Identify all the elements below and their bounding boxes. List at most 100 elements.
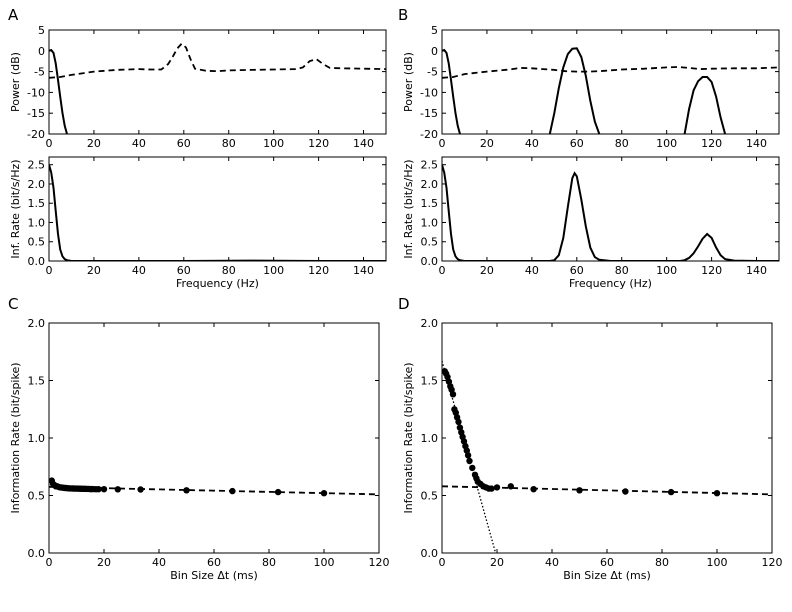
- y-tick-label: 0.5: [421, 490, 439, 503]
- x-axis-label: Bin Size Δt (ms): [563, 569, 651, 582]
- panel-b-inf-rate-chart: 0 20 40 60 80 100 120 140 0.0 0.5 1.0 1.5 2.0 2.5 Freq…: [402, 156, 780, 290]
- y-axis-label: Inf. Rate (bit/s/Hz): [9, 159, 22, 258]
- x-tick-label: 80: [655, 556, 669, 569]
- panel-letter-d: D: [398, 295, 410, 313]
- data-point: [469, 464, 476, 472]
- x-tick-label: 60: [207, 556, 221, 569]
- data-point: [183, 487, 190, 494]
- y-tick-label: 2.0: [421, 178, 439, 191]
- y-tick-label: 0.0: [28, 255, 46, 268]
- series-line-2: [49, 42, 386, 79]
- x-tick-label: 60: [177, 264, 191, 277]
- plot-frame: [441, 156, 780, 262]
- data-point: [507, 483, 514, 490]
- series-line-1: [442, 48, 461, 134]
- data-point: [95, 486, 102, 493]
- y-tick-label: 0.0: [421, 255, 439, 268]
- data-point: [622, 488, 629, 495]
- y-tick-label: 2.5: [28, 159, 46, 172]
- x-tick-label: 120: [701, 264, 722, 277]
- x-tick-label: 40: [132, 137, 146, 150]
- y-tick-label: -20: [27, 128, 45, 141]
- y-tick-label: 1.0: [421, 216, 439, 229]
- series-line-1: [442, 164, 779, 261]
- y-tick-label: -20: [420, 128, 438, 141]
- x-axis-label: Bin Size Δt (ms): [170, 569, 258, 582]
- y-tick-label: -5: [34, 66, 45, 79]
- series-line-1: [49, 164, 386, 261]
- panel-letter-a: A: [8, 6, 19, 24]
- x-tick-label: 20: [87, 264, 101, 277]
- data-point: [466, 457, 473, 465]
- x-tick-label: 120: [762, 556, 783, 569]
- y-tick-label: -10: [27, 86, 45, 99]
- data-point: [667, 488, 675, 496]
- x-tick-label: 80: [262, 556, 276, 569]
- y-tick-label: 1.0: [421, 432, 439, 445]
- x-tick-label: 60: [570, 264, 584, 277]
- x-tick-label: 120: [701, 137, 722, 150]
- y-tick-label: 1.0: [28, 432, 46, 445]
- series-line-1: [49, 48, 68, 134]
- data-point: [455, 418, 462, 426]
- y-tick-label: -10: [420, 86, 438, 99]
- y-tick-label: 1.5: [28, 197, 46, 210]
- panel-letter-b: B: [398, 6, 408, 24]
- x-tick-label: 100: [314, 556, 335, 569]
- panel-letter-c: C: [8, 295, 18, 313]
- x-tick-label: 40: [132, 264, 146, 277]
- data-point: [464, 452, 472, 459]
- panel-a-power-chart: 0 20 40 60 80 100 120 140 -20 -15 -10 -5 0 5 Power (dB…: [9, 24, 387, 150]
- y-tick-label: 2.0: [421, 317, 439, 330]
- data-point: [114, 486, 122, 493]
- x-tick-label: 120: [308, 264, 329, 277]
- y-tick-label: 0.5: [28, 490, 46, 503]
- y-tick-label: 5: [38, 24, 45, 37]
- x-tick-label: 60: [600, 556, 614, 569]
- x-tick-label: 140: [353, 137, 374, 150]
- plot-frame: [48, 29, 387, 135]
- x-tick-label: 20: [480, 137, 494, 150]
- x-tick-label: 0: [439, 264, 446, 277]
- data-point: [449, 391, 457, 398]
- y-tick-label: -15: [27, 107, 45, 120]
- y-tick-label: 0.0: [421, 547, 439, 560]
- x-tick-label: 120: [308, 137, 329, 150]
- y-tick-label: 2.0: [28, 178, 46, 191]
- y-axis-label: Information Rate (bit/spike): [402, 362, 415, 513]
- y-axis-label: Information Rate (bit/spike): [9, 362, 22, 513]
- data-point: [320, 490, 328, 497]
- data-point: [100, 486, 108, 493]
- x-tick-label: 40: [152, 556, 166, 569]
- data-layer: [49, 42, 386, 134]
- x-tick-label: 120: [369, 556, 390, 569]
- data-point: [229, 487, 236, 495]
- data-layer: [442, 47, 779, 134]
- data-point: [137, 486, 144, 493]
- x-tick-label: 20: [87, 137, 101, 150]
- plot-frame: [48, 156, 387, 262]
- x-tick-label: 100: [656, 137, 677, 150]
- y-tick-label: 1.5: [421, 197, 439, 210]
- y-tick-label: 1.5: [28, 375, 46, 388]
- data-point: [274, 488, 282, 496]
- x-tick-label: 20: [490, 556, 504, 569]
- data-layer: [442, 360, 772, 553]
- x-tick-label: 140: [746, 264, 767, 277]
- x-tick-label: 100: [263, 137, 284, 150]
- y-tick-label: -5: [427, 66, 438, 79]
- y-tick-label: 0.5: [421, 236, 439, 249]
- x-tick-label: 60: [177, 137, 191, 150]
- x-tick-label: 60: [570, 137, 584, 150]
- plot-frame: [441, 29, 780, 135]
- panel-a-inf-rate-chart: 0 20 40 60 80 100 120 140 0.0 0.5 1.0 1.5 2.0 2.5 Freq…: [9, 156, 387, 290]
- y-axis-label: Power (dB): [9, 52, 22, 112]
- x-tick-label: 0: [439, 556, 446, 569]
- x-axis-label: Frequency (Hz): [176, 277, 259, 290]
- y-tick-label: 5: [431, 24, 438, 37]
- data-point: [488, 485, 495, 492]
- series-line-3: [683, 76, 727, 134]
- y-tick-label: 1.5: [421, 375, 439, 388]
- plot-frame: [441, 322, 773, 554]
- plot-frame: [48, 322, 380, 554]
